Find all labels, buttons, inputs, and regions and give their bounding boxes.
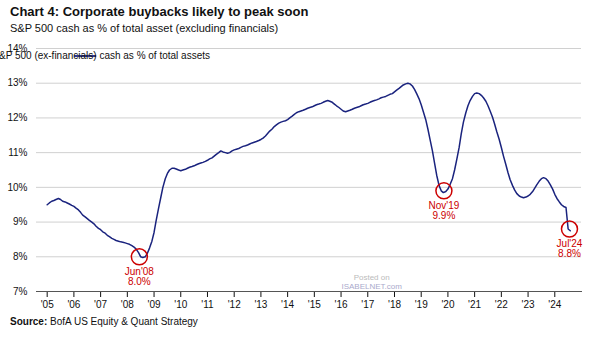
svg-text:7%: 7%: [13, 286, 28, 297]
html-text:Chart 4: Corporate buybacks li: Chart 4: Corporate buybacks likely to pe…: [10, 4, 309, 19]
html-text:Source: BofA US Equity & Quant: Source: BofA US Equity & Quant Strategy: [10, 316, 198, 327]
svg-text:'13: '13: [254, 299, 267, 310]
svg-text:Jul'248.8%: Jul'248.8%: [557, 238, 583, 259]
svg-text:12%: 12%: [7, 112, 27, 123]
svg-text:ISABELNET.com: ISABELNET.com: [341, 282, 402, 291]
svg-text:Posted on: Posted on: [354, 273, 390, 282]
svg-text:Nov'199.9%: Nov'199.9%: [429, 200, 460, 221]
svg-text:'23: '23: [522, 299, 535, 310]
svg-text:'22: '22: [495, 299, 508, 310]
svg-text:'09: '09: [148, 299, 161, 310]
svg-text:'07: '07: [94, 299, 107, 310]
svg-text:'21: '21: [468, 299, 481, 310]
svg-text:14%: 14%: [7, 42, 28, 54]
svg-text:'05: '05: [41, 299, 54, 310]
html-text:S&P 500 cash as % of total ass: S&P 500 cash as % of total asset (exclud…: [10, 22, 279, 34]
svg-text:'24: '24: [548, 299, 561, 310]
svg-text:'08: '08: [121, 299, 134, 310]
svg-text:'10: '10: [174, 299, 187, 310]
svg-text:'16: '16: [335, 299, 348, 310]
svg-text:13%: 13%: [7, 77, 27, 88]
svg-text:'14: '14: [281, 299, 294, 310]
svg-text:'06: '06: [67, 299, 80, 310]
svg-text:'20: '20: [441, 299, 454, 310]
svg-text:'18: '18: [388, 299, 401, 310]
svg-text:9%: 9%: [13, 216, 28, 227]
svg-text:S&P 500 (ex-financials) cash a: S&P 500 (ex-financials) cash as % of tot…: [0, 50, 210, 61]
svg-text:'11: '11: [201, 299, 214, 310]
svg-text:11%: 11%: [8, 147, 27, 158]
svg-text:Jun'088.0%: Jun'088.0%: [125, 266, 155, 287]
svg-text:'17: '17: [361, 299, 374, 310]
svg-text:8%: 8%: [13, 251, 28, 262]
svg-text:'15: '15: [308, 299, 321, 310]
svg-text:10%: 10%: [7, 182, 27, 193]
svg-text:'12: '12: [228, 299, 241, 310]
svg-text:'19: '19: [415, 299, 428, 310]
